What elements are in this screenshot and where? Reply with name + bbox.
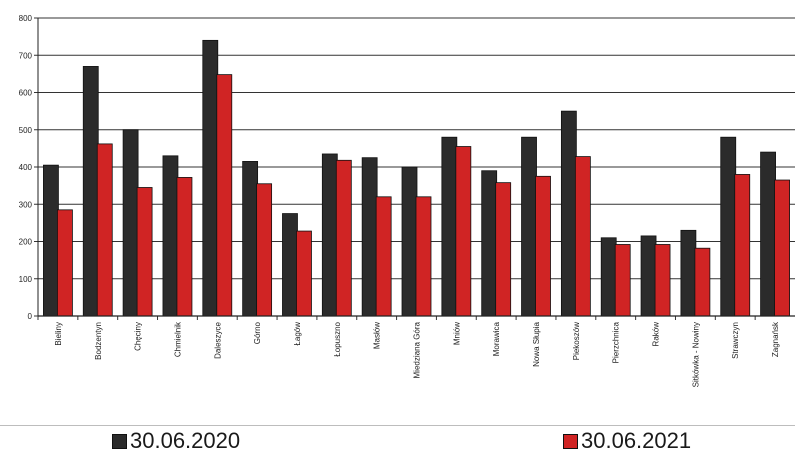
y-tick-label: 200	[19, 238, 33, 247]
y-tick-label: 800	[19, 14, 33, 23]
bar-2020	[122, 129, 139, 317]
x-tick-label: Zagnańsk	[771, 321, 780, 357]
x-tick-label: Łopuszno	[333, 321, 342, 356]
x-tick-label: Mniów	[452, 322, 461, 345]
bar-2021	[654, 244, 671, 317]
bar-2021	[96, 143, 113, 317]
legend-swatch-2020	[112, 433, 127, 449]
x-tick-label: Raków	[652, 322, 661, 347]
bar-2021	[535, 175, 551, 317]
x-tick-label: Daleszyce	[213, 321, 222, 358]
bar-2021	[57, 209, 73, 317]
bar-chart: 0 100 200 300 400 500 600 700 800 Bieliny Bodzent…	[19, 14, 795, 387]
legend-item-2020: 30.06.2020	[112, 428, 240, 454]
y-axis-tick-labels: 0 100 200 300 400 500 600 700 800	[19, 14, 38, 321]
y-tick-label: 400	[19, 163, 33, 172]
y-tick-label: 600	[19, 89, 33, 98]
x-tick-label: Piekoszów	[572, 322, 581, 360]
bar-2020	[321, 153, 338, 317]
x-tick-label: Morawica	[492, 321, 501, 356]
x-tick-label: Nowa Słupia	[532, 321, 541, 366]
bar-2021	[694, 247, 711, 317]
bar-2020	[282, 213, 298, 317]
bar-2021	[216, 74, 233, 317]
bar-2021	[176, 177, 193, 317]
x-tick-label: Sitkówka - Nowiny	[691, 322, 700, 387]
legend: 30.06.2020 30.06.2021	[0, 428, 795, 454]
legend-label-2021: 30.06.2021	[581, 428, 692, 453]
x-tick-label: Bodzentyn	[94, 322, 103, 360]
bar-2021	[136, 187, 153, 317]
x-tick-label: Strawczyn	[731, 322, 740, 359]
bar-2020	[361, 157, 378, 317]
x-tick-label: Miedziana Góra	[413, 321, 422, 378]
bar-2020	[640, 235, 657, 317]
y-tick-label: 300	[19, 200, 33, 209]
bar-2021	[375, 196, 392, 317]
y-tick-label: 100	[19, 275, 33, 284]
bar-2020	[82, 66, 99, 317]
bar-2021	[415, 196, 432, 317]
bar-2020	[401, 166, 418, 317]
bar-2020	[680, 229, 697, 317]
bar-2021	[574, 156, 591, 317]
bar-2020	[43, 164, 59, 317]
y-tick-label: 500	[19, 126, 33, 135]
bar-2021	[335, 159, 352, 317]
bar-2021	[734, 174, 751, 317]
bar-2021	[256, 183, 273, 317]
bar-2021	[495, 182, 512, 317]
y-tick-label: 0	[28, 312, 33, 321]
x-tick-label: Bieliny	[54, 322, 63, 346]
x-tick-label: Chęciny	[134, 322, 143, 351]
x-tick-label: Chmielnik	[173, 321, 182, 357]
bar-2020	[242, 161, 259, 317]
bar-2020	[560, 110, 577, 317]
x-tick-label: Masłów	[373, 322, 382, 349]
bar-2020	[521, 136, 537, 317]
bar-2021	[296, 230, 312, 317]
x-tick-label: Łagów	[293, 322, 302, 346]
legend-item-2021: 30.06.2021	[563, 428, 691, 454]
bar-2020	[600, 237, 617, 317]
y-tick-label: 700	[19, 51, 33, 60]
bar-2021	[455, 146, 472, 317]
bar-2020	[720, 136, 737, 317]
bar-2020	[441, 136, 458, 317]
x-axis-tick-labels: Bieliny Bodzentyn Chęciny Chmielnik Daleszyc…	[37, 316, 780, 387]
legend-swatch-2021	[563, 433, 578, 449]
x-tick-label: Górno	[253, 321, 262, 344]
bar-2021	[774, 179, 790, 317]
bar-2020	[760, 151, 776, 317]
divider-line	[0, 425, 795, 426]
x-tick-label: Pierzchnica	[612, 321, 621, 363]
bar-2020	[202, 39, 219, 317]
bars	[43, 39, 790, 317]
bar-2020	[162, 155, 179, 317]
legend-label-2020: 30.06.2020	[130, 428, 241, 453]
bar-2021	[614, 244, 631, 317]
bar-2020	[481, 170, 498, 317]
